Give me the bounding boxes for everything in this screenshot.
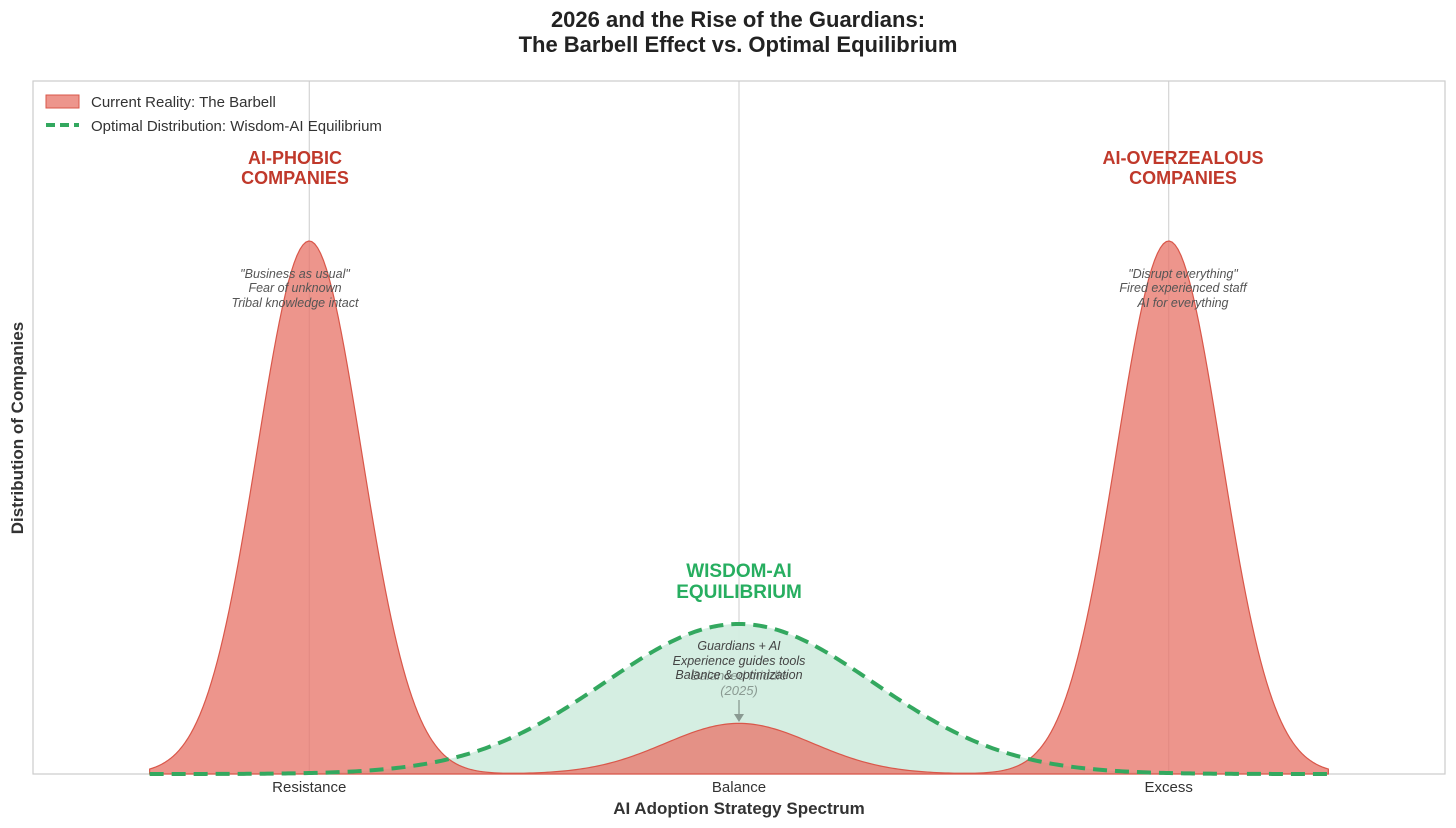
center-desc-line1: Guardians + AI: [697, 639, 781, 653]
center-cluster-title-line2: EQUILIBRIUM: [676, 582, 802, 603]
optimal-distribution-line: [149, 621, 1329, 776]
x-axis: Resistance Balance Excess: [272, 779, 1193, 796]
right-cluster-title-line1: AI-OVERZEALOUS: [1102, 148, 1263, 168]
center-note-line1: Balanced middle: [691, 668, 787, 683]
right-desc-line2: Fired experienced staff: [1119, 281, 1248, 295]
left-desc-line2: Fear of unknown: [248, 281, 341, 295]
series-layer: [149, 240, 1329, 776]
legend: Current Reality: The Barbell Optimal Dis…: [45, 94, 382, 135]
center-note-arrow-head: [734, 714, 744, 722]
left-cluster-title-line2: COMPANIES: [241, 168, 349, 188]
x-axis-label: AI Adoption Strategy Spectrum: [613, 799, 865, 818]
right-cluster-title-line2: COMPANIES: [1129, 168, 1237, 188]
legend-label-barbell: Current Reality: The Barbell: [91, 94, 276, 111]
left-cluster-title-line1: AI-PHOBIC: [248, 148, 342, 168]
left-annotation: AI-PHOBIC COMPANIES "Business as usual" …: [232, 148, 359, 310]
left-desc-line1: "Business as usual": [240, 267, 350, 281]
x-tick-resistance: Resistance: [272, 779, 346, 796]
chart-subtitle: The Barbell Effect vs. Optimal Equilibri…: [519, 32, 958, 57]
right-desc-line1: "Disrupt everything": [1128, 267, 1238, 281]
chart-title: 2026 and the Rise of the Guardians:: [551, 7, 925, 32]
x-tick-balance: Balance: [712, 779, 766, 796]
legend-label-optimal: Optimal Distribution: Wisdom-AI Equilibr…: [91, 118, 382, 135]
center-cluster-title-line1: WISDOM-AI: [686, 561, 792, 582]
x-tick-excess: Excess: [1145, 779, 1193, 796]
y-axis-label: Distribution of Companies: [8, 322, 27, 535]
center-desc-line3: Balance & optimization: [675, 668, 802, 682]
center-desc-line2: Experience guides tools: [673, 654, 806, 668]
center-annotation: WISDOM-AI EQUILIBRIUM Balanced middle (2…: [673, 561, 806, 722]
legend-swatch-barbell: [45, 94, 80, 109]
right-desc-line3: AI for everything: [1136, 296, 1228, 310]
right-annotation: AI-OVERZEALOUS COMPANIES "Disrupt everyt…: [1102, 148, 1263, 310]
left-desc-line3: Tribal knowledge intact: [232, 296, 359, 310]
center-note-line2: (2025): [720, 683, 758, 698]
barbell-distribution-area: [149, 240, 1329, 775]
optimal-distribution-fill: [149, 623, 1329, 774]
